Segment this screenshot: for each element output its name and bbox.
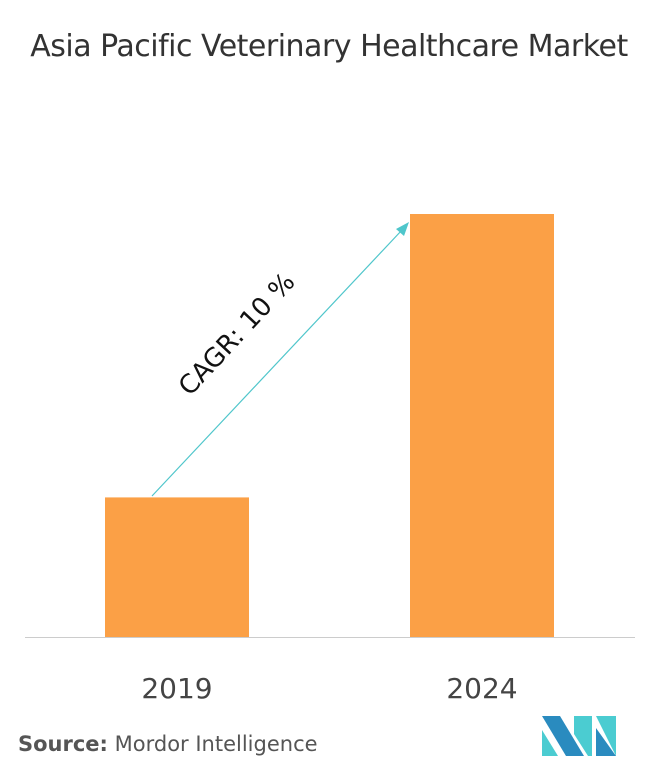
bar-2019 [105,497,249,637]
cagr-arrow-head [396,222,409,236]
source-note: Source: Mordor Intelligence [18,732,318,756]
x-tick-label: 2024 [446,672,517,705]
chart-title: Asia Pacific Veterinary Healthcare Marke… [30,29,628,64]
mordor-logo [542,716,616,756]
x-tick-label: 2019 [141,672,212,705]
bar-2024 [410,214,554,637]
source-text: Mordor Intelligence [114,732,318,756]
cagr-label: CAGR: 10 % [173,267,301,402]
source-label: Source: [18,732,108,756]
cagr-arrow-line [151,229,403,497]
